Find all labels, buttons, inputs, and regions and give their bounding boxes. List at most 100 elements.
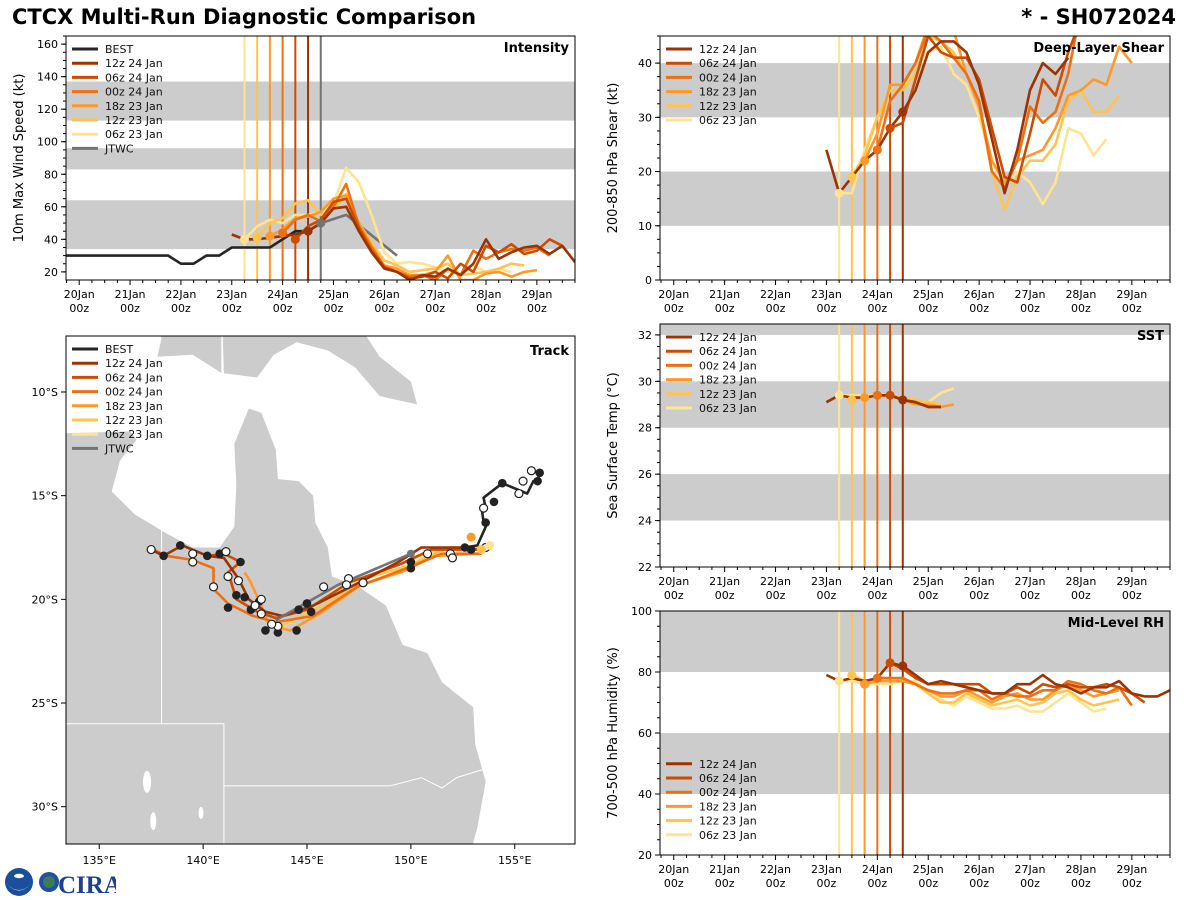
x-tick-label: 00z [918, 877, 938, 890]
series-line [864, 679, 1120, 704]
storm-id: * - SH072024 [1021, 5, 1176, 29]
y-tick-label: 20 [44, 266, 58, 279]
series-line [256, 192, 525, 277]
x-tick-label: 00z [918, 302, 938, 315]
x-tick-label: 00z [664, 302, 684, 315]
track-marker-filled [236, 557, 245, 567]
y-tick-label: 80 [638, 666, 652, 679]
x-tick-label: 145°E [290, 854, 323, 867]
x-tick-label: 00z [1020, 877, 1040, 890]
init-point [860, 156, 870, 166]
legend-label: 06z 23 Jan [699, 829, 757, 842]
y-tick-label: 28 [638, 422, 652, 435]
axes-frame [65, 335, 576, 845]
track-marker-filled [533, 476, 542, 486]
init-point [834, 676, 844, 686]
x-tick-label: 140°E [186, 854, 219, 867]
x-tick-label: 00z [715, 589, 735, 602]
track-marker-filled [302, 599, 312, 608]
track-marker-filled [292, 626, 301, 635]
x-tick-label: 00z [273, 302, 293, 315]
track-marker-filled [497, 478, 507, 488]
legend-label: 12z 23 Jan [699, 100, 757, 113]
threshold-band [660, 171, 1170, 226]
land-new-guinea [222, 336, 418, 405]
x-tick-label: 00z [867, 302, 887, 315]
x-tick-label: 28Jan [1065, 575, 1096, 588]
legend-label: 00z 24 Jan [699, 786, 757, 799]
x-tick-label: 23Jan [811, 575, 842, 588]
legend-label: 06z 23 Jan [105, 428, 163, 441]
track-marker-open [478, 503, 489, 513]
x-tick-label: 00z [969, 589, 989, 602]
x-tick-label: 22Jan [760, 575, 791, 588]
series-line [231, 205, 575, 280]
legend-label: 12z 24 Jan [699, 43, 757, 56]
x-tick-label: 155°E [498, 854, 531, 867]
series-line [269, 194, 538, 280]
track-marker-filled [175, 541, 185, 550]
init-point [872, 673, 882, 683]
legend-label: 12z 23 Jan [105, 414, 163, 427]
x-tick-label: 00z [324, 302, 344, 315]
track-marker-filled [306, 607, 316, 617]
jtwc-init-point [406, 549, 415, 558]
track-marker-open [341, 580, 352, 590]
panel-title: SST [1137, 329, 1164, 344]
track-marker-filled [202, 551, 212, 561]
track-marker-open [267, 619, 277, 629]
track-marker-open [188, 557, 198, 567]
init-point [278, 228, 288, 238]
init-point [860, 393, 870, 403]
series-line [825, 661, 1170, 698]
init-point [847, 395, 857, 405]
track-marker-open [208, 582, 219, 592]
shear-plot-area [660, 36, 1170, 280]
page-title: CTCX Multi-Run Diagnostic Comparison [12, 5, 477, 29]
x-tick-label: 26Jan [964, 863, 995, 876]
x-tick-label: 25Jan [913, 288, 944, 301]
y-axis-label: 10m Max Wind Speed (kt) [12, 74, 27, 243]
legend-label: JTWC [104, 142, 134, 155]
x-tick-label: 26Jan [369, 288, 400, 301]
y-tick-label: 140 [37, 71, 58, 84]
legend-label: 00z 24 Jan [699, 359, 757, 372]
axes-frame [659, 323, 1171, 568]
track-map-area [66, 336, 575, 844]
legend-label: 12z 24 Jan [105, 357, 163, 370]
x-tick-label: 00z [918, 589, 938, 602]
track-marker-open [526, 466, 536, 476]
state-border [161, 522, 225, 844]
init-point [466, 532, 476, 542]
x-tick-label: 00z [664, 589, 684, 602]
x-tick-label: 29Jan [1116, 863, 1147, 876]
legend-label: 06z 23 Jan [105, 128, 163, 141]
x-tick-label: 24Jan [862, 575, 893, 588]
init-point [860, 679, 870, 689]
x-tick-label: 21Jan [115, 288, 146, 301]
track-marker-open [422, 549, 433, 559]
x-tick-label: 28Jan [1065, 288, 1096, 301]
x-tick-label: 00z [817, 302, 837, 315]
x-tick-label: 00z [715, 302, 735, 315]
track-marker-open [514, 488, 524, 499]
x-tick-label: 22Jan [760, 863, 791, 876]
sst-panel: 22242628303220Jan00z21Jan00z22Jan00z23Ja… [606, 323, 1171, 602]
legend-label: 00z 24 Jan [699, 71, 757, 84]
init-point [265, 231, 275, 241]
legend-label: 12z 24 Jan [105, 57, 163, 70]
legend-label: 18z 23 Jan [105, 400, 163, 413]
x-tick-label: 00z [664, 877, 684, 890]
land-west-papua [157, 336, 222, 374]
threshold-band [660, 474, 1170, 521]
y-tick-label: 10 [638, 220, 652, 233]
x-tick-label: 00z [374, 302, 394, 315]
x-tick-label: 00z [476, 302, 496, 315]
x-tick-label: 00z [1071, 302, 1091, 315]
y-tick-label: 20 [638, 849, 652, 862]
x-tick-label: 24Jan [862, 863, 893, 876]
init-point [898, 107, 908, 117]
track-marker-filled [481, 518, 490, 527]
x-tick-label: 00z [766, 877, 786, 890]
